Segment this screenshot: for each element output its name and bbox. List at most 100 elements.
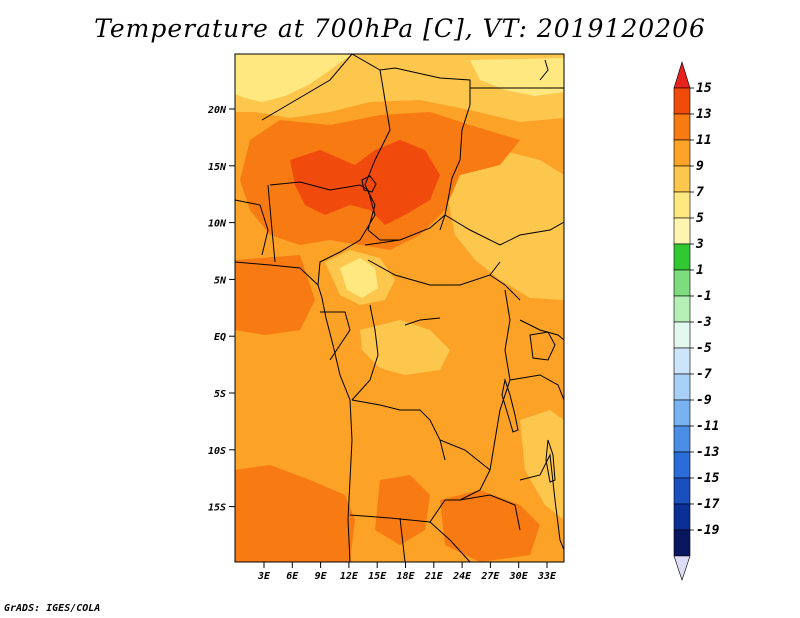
colorbar-label: 7 (696, 185, 704, 200)
colorbar-label: 3 (695, 237, 704, 252)
lon-tick-label: 21E (424, 571, 444, 582)
map-frame (234, 53, 565, 563)
colorbar-segment (673, 373, 691, 401)
colorbar-segment (673, 477, 691, 505)
lon-tick-label: 9E (315, 571, 328, 582)
field-sahel-hot (290, 140, 440, 225)
border-kenya-uganda (519, 319, 564, 341)
colorbar: 15 13 11 9 7 5 3 1 -1 -3 -5 -7 -9 -11 -13 -15 -17 -19 (673, 60, 720, 581)
lat-tick-label: 15S (208, 503, 226, 514)
lat-tick-label: 5S (214, 389, 226, 400)
borders (235, 54, 564, 562)
colorbar-segment (673, 269, 691, 297)
lon-tick-label: 18E (396, 571, 415, 582)
colorbar-segment (673, 139, 691, 167)
colorbar-segment (673, 399, 691, 427)
lon-tick-label: 33E (537, 571, 557, 582)
colorbar-label: 9 (696, 159, 704, 174)
colorbar-bottom-arrow (673, 555, 691, 581)
colorbar-label: -5 (696, 341, 712, 356)
field-southeast-cool (520, 410, 564, 520)
border-niger-north (261, 54, 353, 121)
border-congo-gabon (320, 311, 351, 361)
border-niger-nigeria (269, 181, 369, 191)
border-mozambique (519, 453, 564, 551)
colorbar-segment (673, 113, 691, 141)
grads-credit: GrADS: IGES/COLA (4, 603, 101, 614)
field-northeast-cool (470, 58, 564, 96)
field-east-cool (448, 150, 564, 300)
lat-tick-label: 15N (208, 162, 227, 173)
colorbar-label: -11 (696, 419, 719, 434)
latitude-axis: 20N 15N 10N 5N EQ 5S 10S 15S (207, 105, 235, 514)
chart-title: Temperature at 700hPa [C], VT: 201912020… (94, 14, 706, 43)
colorbar-label: -7 (696, 367, 712, 382)
colorbar-label: -15 (696, 471, 720, 486)
border-angola-namibia (349, 499, 446, 523)
colorbar-label: 1 (696, 263, 704, 278)
border-sudan-south (444, 214, 564, 246)
border-nigeria-cameroon (317, 189, 376, 286)
lake-tanganyika (501, 378, 519, 433)
border-tanzania (509, 374, 564, 401)
border-benin (267, 184, 276, 263)
lon-tick-label: 12E (340, 571, 359, 582)
colorbar-segment (673, 347, 691, 375)
colorbar-label: -19 (696, 523, 720, 538)
colorbar-label: -17 (696, 497, 720, 512)
lat-tick-label: 10N (208, 219, 227, 230)
border-car-south (367, 259, 501, 286)
colorbar-segment (673, 87, 691, 115)
border-rc-drc (351, 304, 379, 401)
border-niger-chad (364, 69, 391, 231)
colorbar-top-arrow (673, 60, 691, 89)
lon-tick-label: 15E (368, 571, 387, 582)
colorbar-label: 13 (696, 107, 712, 122)
lake-chad (361, 175, 377, 193)
colorbar-label: -3 (696, 315, 712, 330)
temperature-field (235, 54, 564, 562)
border-burkina (235, 199, 269, 256)
lake-victoria (529, 331, 556, 361)
border-ssudan-south (489, 274, 521, 301)
lake-malawi (545, 439, 556, 483)
border-namibia-botswana (399, 517, 406, 562)
lon-tick-label: 24E (452, 571, 472, 582)
field-southwest-warm (235, 465, 355, 562)
nile-river (539, 59, 549, 81)
river-congo (404, 317, 441, 326)
field-guinea-warm (235, 255, 315, 335)
border-car-north (364, 214, 446, 246)
colorbar-segment (673, 503, 691, 531)
coastline-west (235, 261, 353, 562)
colorbar-label: -9 (696, 393, 712, 408)
colorbar-segment (673, 217, 691, 245)
colorbar-label: -13 (696, 445, 720, 460)
colorbar-label: 11 (696, 133, 712, 148)
colorbar-segment (673, 295, 691, 323)
lat-tick-label: 10S (208, 446, 226, 457)
border-chad-car (367, 229, 400, 241)
lon-tick-label: 3E (257, 571, 271, 582)
colorbar-label: 15 (696, 81, 712, 96)
colorbar-segment (673, 451, 691, 479)
lon-tick-label: 30E (509, 571, 529, 582)
lon-tick-label: 27E (480, 571, 500, 582)
field-north-coldest (235, 54, 352, 102)
border-zimbabwe (459, 494, 521, 531)
colorbar-label: -1 (696, 289, 712, 304)
border-algeria-libya (351, 54, 471, 105)
field-central-coldest (340, 258, 378, 298)
colorbar-segment (673, 165, 691, 193)
lat-tick-label: EQ (214, 332, 226, 343)
border-botswana (429, 521, 471, 562)
border-zambia (439, 439, 491, 501)
lon-tick-label: 6E (286, 571, 299, 582)
colorbar-segment (673, 529, 691, 557)
colorbar-segment (673, 425, 691, 453)
colorbar-segment (673, 191, 691, 219)
field-congo-cool (360, 320, 450, 375)
lat-tick-label: 5N (214, 275, 227, 286)
longitude-axis: 3E 6E 9E 12E 15E 18E 21E 24E 27E 30E 33E (257, 562, 557, 582)
